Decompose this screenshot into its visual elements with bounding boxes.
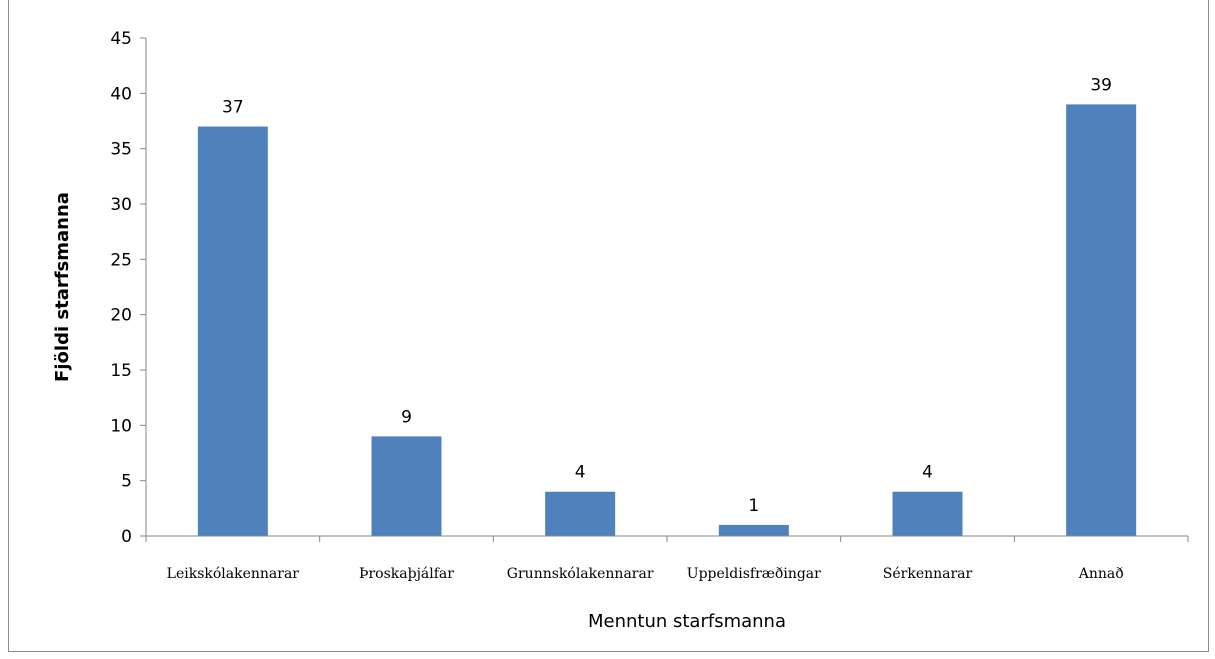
bar [197, 126, 268, 537]
data-label: 4 [922, 463, 933, 483]
y-tick-label: 10 [110, 416, 132, 436]
x-category-label: Grunnskólakennarar [507, 566, 654, 582]
data-label: 37 [222, 98, 244, 118]
data-label: 1 [748, 496, 759, 516]
bar [545, 491, 616, 536]
y-tick-label: 5 [121, 472, 132, 492]
y-tick-label: 45 [110, 29, 132, 49]
y-axis-ticks: 0 5 10 15 20 25 30 35 40 45 [110, 29, 146, 547]
data-label: 39 [1090, 75, 1112, 95]
bar [1066, 104, 1137, 537]
y-tick-label: 40 [110, 84, 132, 104]
x-axis-categories: Leikskólakennarar Þroskaþjálfar Grunnskóla… [145, 536, 1189, 582]
x-category-label: Uppeldisfræðingar [687, 566, 821, 582]
y-tick-label: 20 [110, 306, 132, 326]
y-axis-title: Fjöldi starfsmanna [52, 192, 73, 382]
bar [371, 436, 442, 536]
y-tick-label: 15 [110, 361, 132, 381]
data-labels: 37 9 4 1 4 39 [222, 75, 1112, 516]
bar [718, 524, 789, 536]
y-tick-label: 30 [110, 195, 132, 215]
x-category-label: Þroskaþjálfar [359, 566, 454, 582]
data-label: 9 [401, 407, 412, 427]
y-tick-label: 35 [110, 140, 132, 160]
y-tick-label: 25 [110, 250, 132, 270]
data-label: 4 [575, 463, 586, 483]
bar [892, 491, 963, 536]
x-category-label: Sérkennarar [883, 566, 973, 582]
bars [197, 104, 1137, 537]
y-tick-label: 0 [121, 527, 132, 547]
x-category-label: Annað [1078, 566, 1124, 582]
x-category-label: Leikskólakennarar [167, 566, 300, 582]
x-axis-title: Menntun starfsmanna [588, 611, 786, 632]
